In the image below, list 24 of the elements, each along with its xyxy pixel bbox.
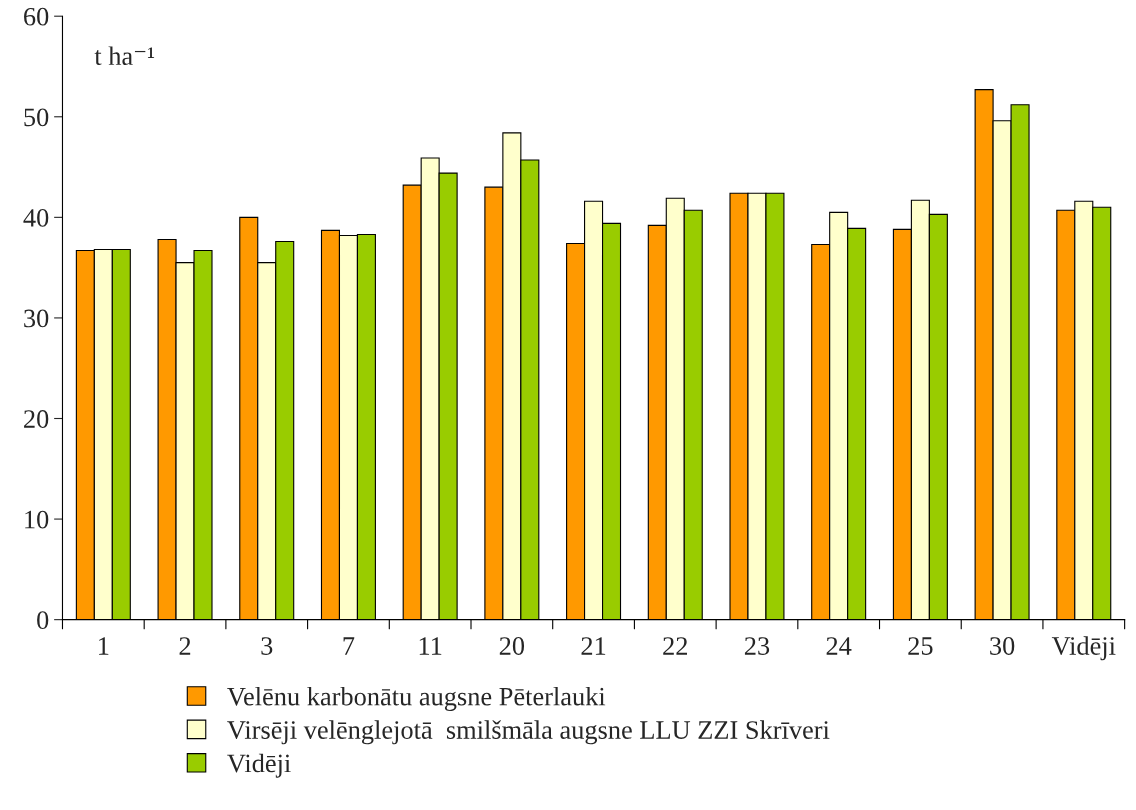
x-tick-label: Vidēji [1051,636,1116,661]
x-tick-label: 21 [581,637,606,655]
x-tick-label: 24 [826,637,852,655]
y-tick-label: 10 [25,510,49,529]
x-tick-label: 30 [990,637,1015,655]
y-tick-label: 30 [24,309,49,328]
x-tick-label: 20 [499,637,525,655]
y-tick-label: 60 [24,7,49,26]
legend-label: Velēnu karbonātu augsne Pēterlauki [227,686,606,711]
x-tick-label: 11 [419,637,442,655]
y-tick-label: 0 [37,611,49,630]
legend-label: Vidēji [227,753,291,778]
y-tick-label: 20 [24,410,49,428]
x-tick-label: 3 [261,637,273,655]
x-tick-label: 2 [179,637,191,655]
x-tick-label: 22 [663,637,687,655]
y-tick-label: 50 [24,108,49,127]
y-axis-title: t ha⁻¹ [94,46,155,66]
y-tick-label: 40 [23,208,49,227]
legend-label: Virsēji velēnglejotā smilšmāla augsne LLU ZZI Skrīveri [227,720,830,745]
x-tick-label: 23 [744,637,770,655]
x-tick-label: 25 [908,637,933,655]
x-tick-label: 7 [343,637,355,655]
x-tick-label: 1 [99,637,109,655]
